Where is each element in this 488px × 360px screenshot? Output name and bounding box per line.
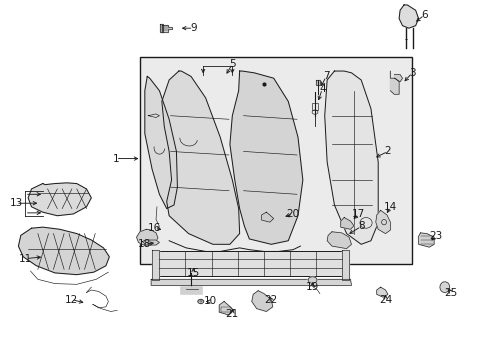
Polygon shape [251, 291, 272, 311]
Text: 25: 25 [444, 288, 457, 297]
Text: 8: 8 [357, 221, 364, 231]
Text: 13: 13 [9, 198, 22, 208]
Text: 17: 17 [351, 209, 365, 219]
Text: 20: 20 [286, 209, 299, 219]
Polygon shape [340, 217, 353, 229]
Polygon shape [229, 71, 302, 244]
Text: 9: 9 [190, 23, 196, 33]
Text: 14: 14 [383, 202, 396, 212]
Polygon shape [261, 212, 273, 222]
Bar [311, 103, 318, 110]
Text: 10: 10 [203, 296, 217, 306]
Polygon shape [398, 5, 418, 28]
Text: 18: 18 [138, 239, 151, 249]
Polygon shape [326, 232, 351, 249]
Polygon shape [162, 24, 171, 32]
Text: 6: 6 [420, 10, 427, 20]
Polygon shape [375, 210, 389, 234]
Ellipse shape [198, 299, 203, 303]
Text: 3: 3 [408, 68, 415, 78]
Polygon shape [136, 229, 158, 246]
Polygon shape [341, 249, 348, 280]
Text: 24: 24 [378, 295, 391, 305]
Polygon shape [144, 76, 177, 208]
Polygon shape [219, 301, 233, 315]
Bar [160, 24, 163, 32]
Ellipse shape [307, 277, 316, 283]
Text: 7: 7 [322, 71, 329, 81]
Polygon shape [418, 233, 433, 247]
Text: 5: 5 [228, 59, 235, 69]
Text: 4: 4 [318, 84, 325, 94]
Text: 16: 16 [148, 223, 161, 233]
Text: 21: 21 [225, 309, 239, 319]
Polygon shape [151, 279, 351, 285]
Polygon shape [324, 71, 377, 244]
Polygon shape [393, 75, 402, 82]
Ellipse shape [439, 282, 449, 293]
Polygon shape [142, 240, 159, 245]
Polygon shape [389, 71, 398, 94]
Text: 12: 12 [65, 295, 79, 305]
Text: 15: 15 [186, 268, 200, 278]
Text: 1: 1 [112, 154, 119, 163]
Bar [180, 287, 202, 294]
Polygon shape [152, 249, 159, 280]
Polygon shape [162, 71, 239, 244]
Bar [221, 307, 230, 312]
Polygon shape [19, 227, 109, 275]
Bar [316, 80, 320, 85]
Text: 11: 11 [19, 253, 32, 264]
Polygon shape [376, 287, 387, 297]
Polygon shape [28, 183, 91, 216]
Text: 2: 2 [384, 147, 390, 157]
Text: 22: 22 [264, 295, 277, 305]
Bar [159, 251, 341, 276]
Text: 19: 19 [305, 282, 319, 292]
Text: 23: 23 [428, 231, 441, 242]
Bar [140, 57, 411, 264]
